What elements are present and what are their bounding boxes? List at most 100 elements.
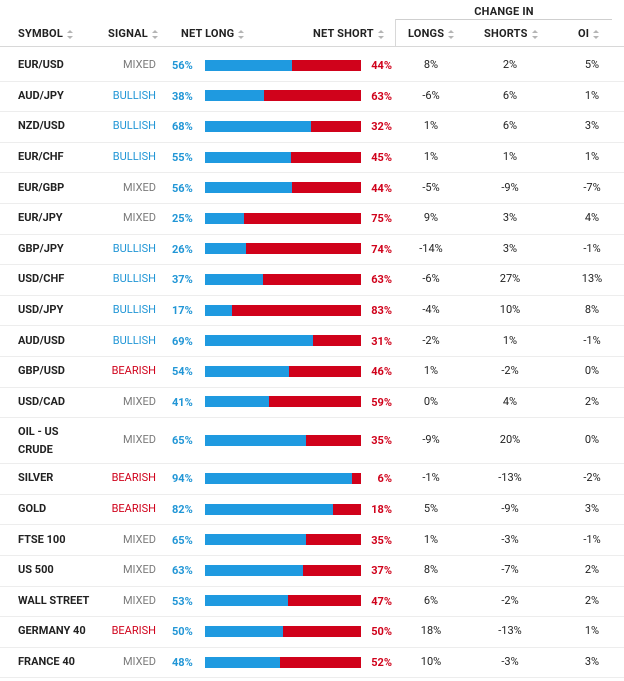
sentiment-bar [205,120,361,132]
table-row[interactable]: EUR/JPY MIXED 25% 75% 9% 3% 4% [0,203,624,235]
sort-icon[interactable] [238,29,245,39]
sentiment-bar [205,212,361,224]
signal-cell: BEARISH [111,502,156,516]
table-row[interactable]: GBP/USD BEARISH 54% 46% 1% -2% 0% [0,356,624,388]
sentiment-bar [205,503,361,515]
table-row[interactable]: NZD/USD BULLISH 68% 32% 1% 6% 3% [0,111,624,143]
net-short-cell: 44% [371,181,392,195]
table-row[interactable]: FRANCE 40 MIXED 48% 52% 10% -3% 3% [0,647,624,679]
signal-cell: MIXED [122,593,156,607]
symbol-cell[interactable]: FTSE 100 [18,532,66,546]
table-row[interactable]: WALL STREET MIXED 53% 47% 6% -2% 2% [0,586,624,618]
sentiment-bar [205,335,361,347]
column-header-symbol[interactable]: SYMBOL [18,27,74,40]
symbol-cell[interactable]: USD/JPY [18,303,64,317]
sort-icon[interactable] [448,29,455,39]
net-long-fill [205,365,290,377]
table-row[interactable]: US 500 MIXED 63% 37% 8% -7% 2% [0,555,624,587]
net-long-fill [205,503,333,515]
column-header-oi[interactable]: OI [578,27,600,40]
symbol-cell[interactable]: GOLD [18,502,47,516]
symbol-cell[interactable]: GBP/JPY [18,241,64,255]
symbol-cell[interactable]: EUR/USD [18,58,64,72]
symbol-cell[interactable]: NZD/USD [18,119,65,133]
table-row[interactable]: EUR/CHF BULLISH 55% 45% 1% 1% 1% [0,142,624,174]
symbol-cell[interactable]: OIL - US CRUDE [18,425,59,457]
column-header-net-long[interactable]: NET LONG [181,27,245,40]
shorts-change-cell: -2% [501,593,519,607]
sort-icon[interactable] [593,29,600,39]
sort-icon[interactable] [377,29,385,39]
oi-change-cell: -1% [583,532,601,546]
change-in-divider [396,19,612,20]
symbol-cell[interactable]: AUD/JPY [18,88,64,102]
table-row[interactable]: AUD/JPY BULLISH 38% 63% -6% 6% 1% [0,81,624,113]
table-row[interactable]: SILVER BEARISH 94% 6% -1% -13% -2% [0,463,624,495]
header-divider [395,19,396,46]
table-row[interactable]: EUR/USD MIXED 56% 44% 8% 2% 5% [0,50,624,82]
net-long-fill [205,396,269,408]
column-header-net-short[interactable]: NET SHORT [313,27,385,40]
longs-change-cell: 9% [423,211,439,225]
table-row[interactable]: OIL - US CRUDE MIXED 65% 35% -9% 20% 0% [0,417,624,465]
symbol-cell[interactable]: SILVER [18,471,54,485]
signal-cell: BEARISH [111,364,156,378]
table-row[interactable]: EUR/GBP MIXED 56% 44% -5% -9% -7% [0,172,624,204]
symbol-cell[interactable]: FRANCE 40 [18,655,75,669]
net-long-cell: 69% [172,334,193,348]
net-long-fill [205,212,244,224]
longs-change-cell: 5% [423,502,439,516]
change-in-label: CHANGE IN [474,5,534,18]
column-header-signal-label: SIGNAL [108,27,148,40]
shorts-change-cell: 27% [499,272,521,286]
sort-icon[interactable] [531,29,539,39]
table-row[interactable]: AUD/USD BULLISH 69% 31% -2% 1% -1% [0,325,624,357]
shorts-change-cell: -3% [501,655,519,669]
symbol-cell[interactable]: USD/CHF [18,272,65,286]
table-row[interactable]: USD/CAD MIXED 41% 59% 0% 4% 2% [0,387,624,419]
symbol-cell[interactable]: AUD/USD [18,333,65,347]
symbol-cell[interactable]: EUR/JPY [18,211,63,225]
shorts-change-cell: -2% [501,364,519,378]
signal-cell: BEARISH [111,471,156,485]
symbol-cell[interactable]: EUR/CHF [18,150,64,164]
sentiment-bar [205,243,361,255]
net-long-cell: 50% [172,625,193,639]
net-long-fill [205,182,293,194]
net-short-cell: 59% [371,395,392,409]
oi-change-cell: 2% [584,394,600,408]
table-row[interactable]: USD/CHF BULLISH 37% 63% -6% 27% 13% [0,264,624,296]
net-long-cell: 63% [172,564,193,578]
net-long-fill [205,59,293,71]
longs-change-cell: -4% [422,303,440,317]
symbol-cell[interactable]: EUR/GBP [18,180,65,194]
sort-icon[interactable] [151,29,159,39]
column-header-longs[interactable]: LONGS [408,27,455,40]
symbol-cell[interactable]: WALL STREET [18,593,90,607]
table-row[interactable]: GERMANY 40 BEARISH 50% 50% 18% -13% 1% [0,616,624,648]
column-header-shorts[interactable]: SHORTS [484,27,539,40]
oi-change-cell: -1% [583,333,601,347]
sentiment-bar [205,396,361,408]
longs-change-cell: 8% [423,563,439,577]
table-row[interactable]: FTSE 100 MIXED 65% 35% 1% -3% -1% [0,524,624,556]
table-row[interactable]: USD/JPY BULLISH 17% 83% -4% 10% 8% [0,295,624,327]
symbol-cell[interactable]: USD/CAD [18,394,65,408]
symbol-cell[interactable]: GBP/USD [18,364,65,378]
table-row[interactable]: GBP/JPY BULLISH 26% 74% -14% 3% -1% [0,234,624,266]
column-header-signal[interactable]: SIGNAL [108,27,159,40]
column-header-longs-label: LONGS [408,27,445,40]
oi-change-cell: 3% [584,502,600,516]
sort-icon[interactable] [66,29,74,39]
symbol-cell[interactable]: US 500 [18,563,54,577]
net-long-cell: 55% [172,151,193,165]
net-long-fill [205,243,246,255]
table-row[interactable]: GOLD BEARISH 82% 18% 5% -9% 3% [0,494,624,526]
shorts-change-cell: 1% [502,333,518,347]
symbol-cell[interactable]: GERMANY 40 [18,624,86,638]
shorts-change-cell: -13% [498,624,522,638]
net-long-fill [205,335,313,347]
net-short-cell: 18% [371,503,392,517]
net-long-fill [205,656,280,668]
